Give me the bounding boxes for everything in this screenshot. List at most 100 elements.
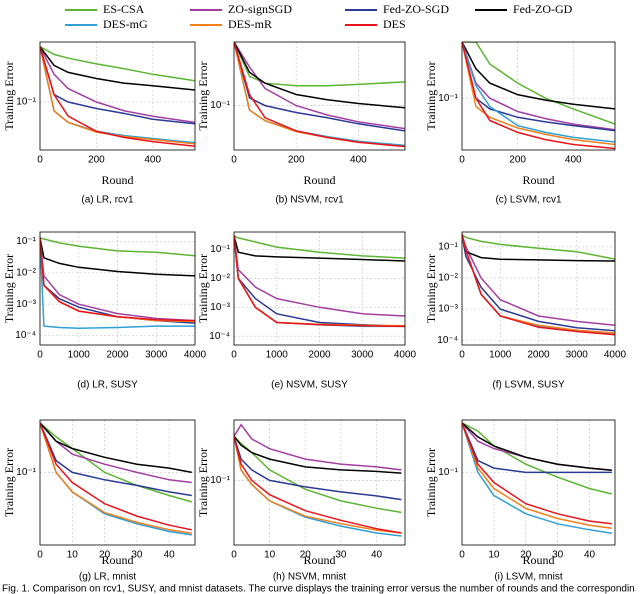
y-tick-label: 10⁻⁴ — [209, 331, 230, 342]
y-tick-label: 10⁻⁴ — [15, 330, 36, 341]
y-tick-label: 10⁻³ — [438, 304, 458, 315]
subplot-caption: (b) NSVM, rcv1 — [275, 195, 344, 206]
series-line — [40, 46, 195, 91]
subplot-caption: (g) LR, mnist — [79, 572, 136, 583]
series-line — [462, 422, 612, 534]
series-line — [40, 46, 195, 124]
subplot: 10⁻¹ 0 10 20 30 40 Training Error Round (i) LSVM… — [424, 419, 616, 583]
x-tick-label: 20 — [520, 550, 532, 561]
x-tick-label: 30 — [552, 550, 564, 561]
subplot-caption: (i) LSVM, mnist — [494, 572, 563, 583]
x-tick-label: 400 — [565, 155, 582, 166]
x-axis-label: Round — [101, 553, 133, 567]
series-line — [234, 435, 402, 474]
y-tick-label: 10⁻¹ — [16, 467, 36, 478]
x-tick-label: 2000 — [527, 350, 550, 361]
subplot: 10⁻⁴ 10⁻³ 10⁻² 10⁻¹ 0 1000 2000 3000 4000 Trainin… — [196, 231, 417, 391]
y-axis-label: Training Error — [2, 61, 16, 130]
series-line — [462, 234, 615, 332]
series-line — [234, 234, 405, 259]
x-tick-label: 200 — [288, 155, 305, 166]
y-tick-label: 10⁻¹ — [438, 93, 458, 104]
series-line — [462, 422, 612, 474]
x-tick-label: 40 — [164, 550, 176, 561]
y-tick-label: 10⁻¹ — [438, 467, 458, 478]
subplot-caption: (d) LR, SUSY — [77, 380, 138, 391]
x-tick-label: 400 — [350, 155, 367, 166]
series-line — [234, 42, 405, 109]
y-axis-label: Training Error — [196, 61, 210, 130]
series-line — [234, 423, 402, 471]
y-axis-label: Training Error — [196, 254, 210, 323]
legend-label: DES-mG — [103, 17, 148, 31]
legend-label: Fed-ZO-GD — [513, 2, 573, 16]
x-tick-label: 30 — [131, 550, 143, 561]
subplot-caption: (f) LSVM, SUSY — [492, 380, 565, 391]
series-line — [462, 42, 615, 125]
x-tick-label: 20 — [99, 550, 111, 561]
series-line — [40, 46, 195, 82]
x-tick-label: 40 — [584, 550, 596, 561]
x-tick-label: 0 — [231, 350, 237, 361]
x-tick-label: 200 — [88, 155, 105, 166]
x-tick-label: 10 — [488, 550, 500, 561]
axes-frame — [461, 41, 616, 151]
y-axis-label: Training Error — [196, 448, 210, 517]
x-tick-label: 2000 — [106, 350, 129, 361]
axes-frame — [39, 41, 196, 151]
legend-label: ES-CSA — [103, 2, 145, 16]
y-tick-label: 10⁻² — [16, 267, 36, 278]
x-tick-label: 10 — [264, 550, 276, 561]
x-tick-label: 0 — [37, 350, 43, 361]
series-line — [40, 46, 195, 144]
x-tick-label: 3000 — [351, 350, 374, 361]
axes-frame — [233, 419, 406, 546]
legend-label: ZO-signSGD — [228, 2, 292, 16]
y-tick-label: 10⁻² — [438, 273, 458, 284]
x-tick-label: 400 — [144, 155, 161, 166]
x-tick-label: 40 — [371, 550, 383, 561]
x-tick-label: 0 — [459, 350, 465, 361]
x-tick-label: 1000 — [68, 350, 91, 361]
y-tick-label: 10⁻² — [210, 273, 230, 284]
x-axis-label: Round — [522, 553, 554, 567]
series-line — [234, 436, 402, 534]
y-axis-label: Training Error — [2, 254, 16, 323]
series-line — [234, 42, 405, 132]
y-axis-label: Training Error — [424, 448, 438, 517]
x-axis-label: Round — [303, 173, 335, 187]
series-line — [40, 237, 195, 277]
series-line — [40, 46, 195, 125]
x-tick-label: 0 — [37, 550, 43, 561]
y-tick-label: 10⁻¹ — [438, 241, 458, 252]
axes-frame — [39, 231, 196, 346]
y-tick-label: 10⁻³ — [210, 302, 230, 313]
axes-frame — [461, 419, 616, 546]
x-tick-label: 0 — [459, 550, 465, 561]
x-tick-label: 0 — [231, 550, 237, 561]
series-line — [462, 422, 612, 525]
series-line — [234, 235, 405, 262]
series-line — [40, 46, 195, 145]
series-line — [462, 42, 615, 131]
x-tick-label: 3000 — [566, 350, 589, 361]
series-line — [40, 422, 192, 531]
series-line — [40, 422, 192, 536]
series-line — [234, 42, 405, 87]
x-tick-label: 4000 — [394, 350, 417, 361]
subplot-caption: (a) LR, rcv1 — [81, 195, 134, 206]
subplot: 10⁻¹ 0 200 400 Training Error Round (c) LSVM, … — [424, 41, 616, 206]
figure-caption: Fig. 1. Comparison on rcv1, SUSY, and mn… — [2, 584, 635, 594]
subplot: 10⁻⁴ 10⁻³ 10⁻² 10⁻¹ 0 1000 2000 3000 4000 Trainin… — [2, 231, 207, 391]
x-tick-label: 30 — [335, 550, 347, 561]
series-line — [40, 237, 195, 330]
axes-frame — [233, 231, 406, 346]
series-line — [40, 46, 195, 147]
axes-frame — [233, 41, 406, 151]
x-tick-label: 1000 — [489, 350, 512, 361]
subplot: 10⁻¹ 0 10 20 30 40 Training Error Round (g) LR, … — [2, 419, 196, 583]
series-line — [462, 42, 615, 150]
subplot-caption: (h) NSVM, mnist — [273, 572, 347, 583]
series-line — [40, 237, 195, 322]
